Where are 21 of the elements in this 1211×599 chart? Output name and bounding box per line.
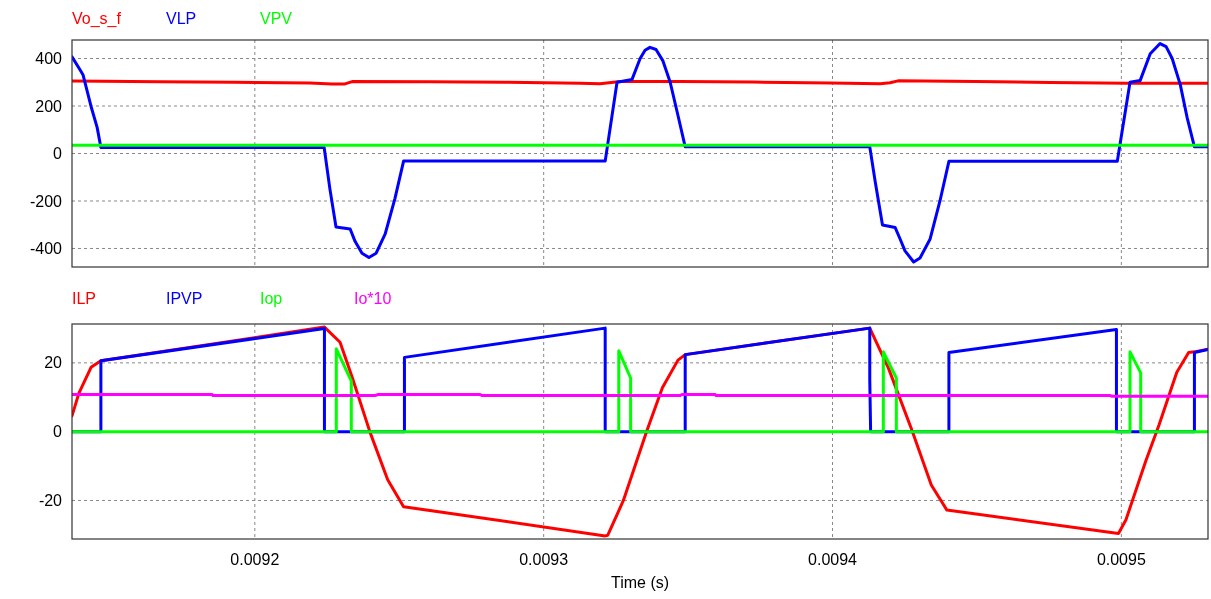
y-tick-label: -200: [29, 192, 63, 210]
text: Vo_s_f: [72, 10, 122, 28]
y-tick-label: -400: [29, 240, 63, 258]
text: ILP: [72, 290, 97, 307]
text: VLP: [166, 10, 197, 27]
y-tick-label: 200: [35, 97, 63, 115]
x-tick-label: 0.0092: [230, 551, 280, 568]
text: IPVP: [166, 290, 203, 307]
y-tick-label: 0: [53, 145, 63, 163]
text: Iop: [260, 290, 283, 307]
x-tick-label: 0.0094: [808, 551, 858, 568]
line-series: [72, 347, 1208, 434]
text: VPV: [260, 10, 293, 27]
x-tick-label: 0.0095: [1096, 551, 1146, 568]
x-tick-label: 0.0093: [519, 551, 569, 568]
text: Io*10: [354, 290, 392, 307]
y-tick-label: 20: [44, 354, 63, 372]
x-axis-title: Time (s): [610, 574, 670, 591]
y-tick-label: 0: [53, 423, 63, 441]
y-tick-label: -20: [38, 492, 63, 510]
y-tick-label: 400: [35, 50, 63, 68]
